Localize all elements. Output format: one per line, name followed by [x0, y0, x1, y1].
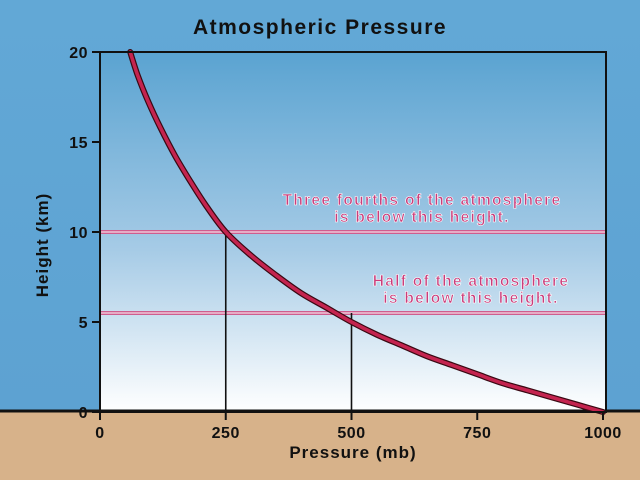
x-tick-label: 250	[212, 425, 240, 442]
x-tick-label: 1000	[584, 425, 622, 442]
x-tick-label: 0	[95, 425, 104, 442]
y-tick-label: 15	[69, 135, 88, 152]
annotation-0-line-0: Three fourths of the atmosphere	[283, 192, 562, 209]
annotation-1-line-1: is below this height.	[383, 290, 558, 307]
chart-title: Atmospheric Pressure	[193, 16, 447, 39]
y-tick-label: 5	[79, 315, 88, 332]
x-axis-ticks: 0 250 500 750 1000	[95, 412, 622, 442]
y-tick-label: 0	[79, 405, 88, 422]
y-tick-label: 20	[69, 45, 88, 62]
x-tick-label: 500	[337, 425, 365, 442]
annotation-1-line-0: Half of the atmosphere	[373, 273, 570, 290]
y-tick-label: 10	[69, 225, 88, 242]
y-axis-ticks: 0 5 10 15 20	[69, 45, 100, 422]
ground-area	[0, 412, 640, 480]
series-line-0	[127, 49, 606, 415]
reference-lines	[100, 230, 606, 315]
x-tick-label: 750	[463, 425, 491, 442]
annotation-0-line-1: is below this height.	[334, 209, 509, 226]
y-axis-label: Height (km)	[33, 193, 52, 298]
drop-lines	[224, 232, 353, 412]
curve-layer	[127, 49, 606, 415]
x-axis-label: Pressure (mb)	[289, 443, 416, 462]
